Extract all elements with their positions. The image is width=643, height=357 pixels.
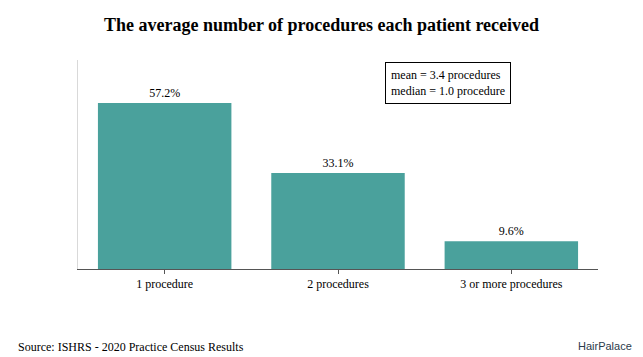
svg-text:The average number of procedur: The average number of procedures each pa… <box>104 15 539 35</box>
svg-text:1 procedure: 1 procedure <box>136 277 193 291</box>
svg-text:9.6%: 9.6% <box>499 224 524 238</box>
svg-text:mean = 3.4 proceduresmedian =: mean = 3.4 proceduresmedian = 1.0 proced… <box>391 68 505 98</box>
svg-text:33.1%: 33.1% <box>323 156 354 170</box>
svg-text:Source: ISHRS - 2020 Practice: Source: ISHRS - 2020 Practice Census Res… <box>18 340 244 354</box>
svg-text:2 procedures: 2 procedures <box>307 277 369 291</box>
svg-text:HairPalace: HairPalace <box>578 340 632 352</box>
svg-text:3 or more procedures: 3 or more procedures <box>460 277 563 291</box>
svg-text:57.2%: 57.2% <box>149 86 180 100</box>
